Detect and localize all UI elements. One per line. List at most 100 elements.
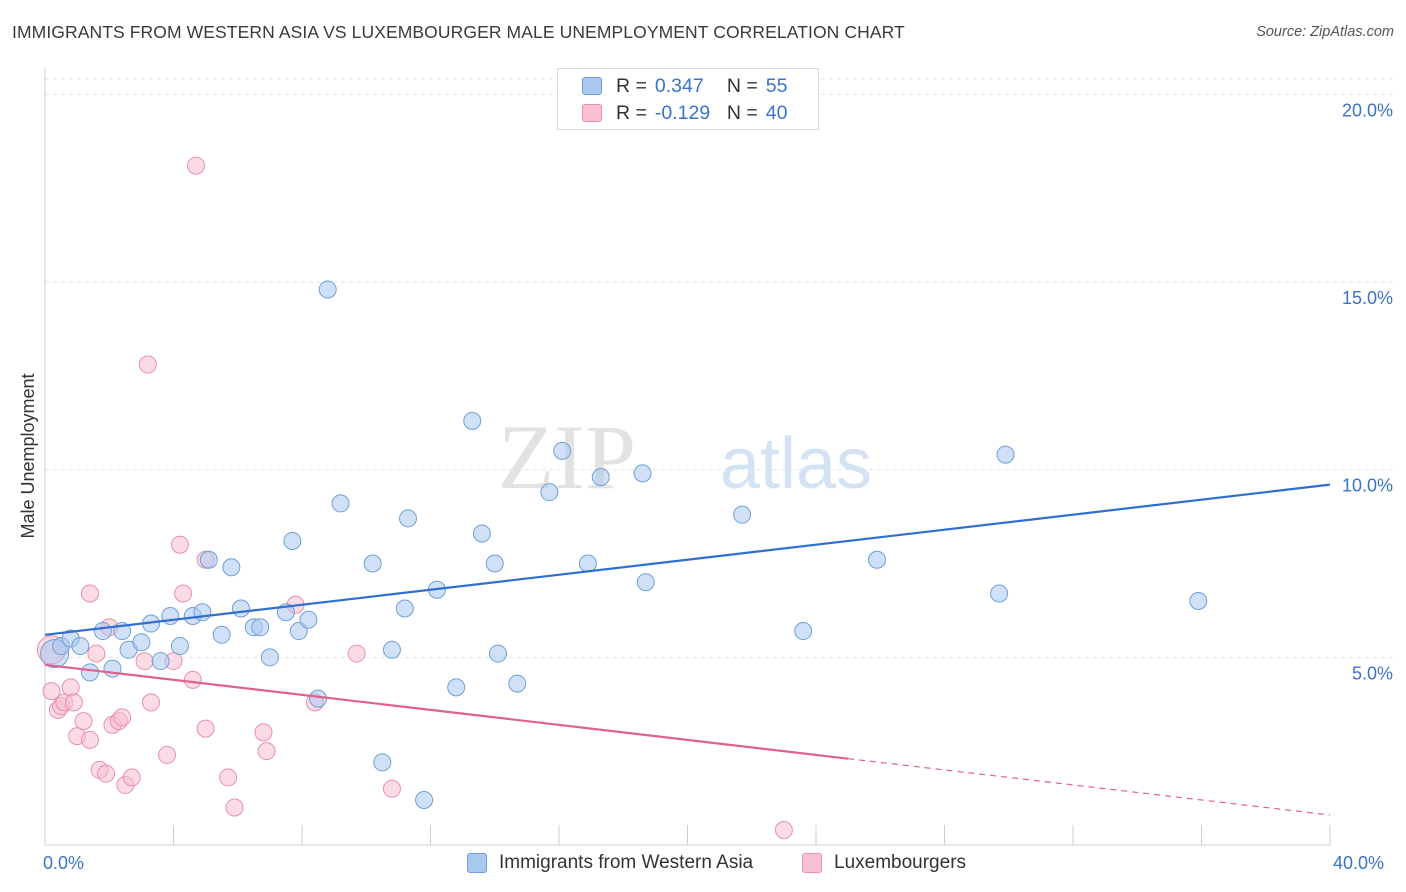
western-asia-point[interactable] bbox=[251, 618, 270, 637]
western-asia-point[interactable] bbox=[331, 494, 350, 513]
western-asia-point[interactable] bbox=[463, 411, 482, 430]
western-asia-point[interactable] bbox=[193, 603, 212, 622]
western-asia-point[interactable] bbox=[93, 622, 112, 641]
n-value-western-asia: 55 bbox=[765, 74, 788, 97]
western-asia-point[interactable] bbox=[794, 622, 813, 641]
luxembourger-point[interactable] bbox=[158, 745, 177, 764]
luxembourger-point[interactable] bbox=[347, 644, 366, 663]
y-tick-label: 20.0% bbox=[1342, 100, 1393, 120]
pink-swatch bbox=[582, 104, 602, 122]
western-asia-point[interactable] bbox=[132, 633, 151, 652]
luxembourger-point[interactable] bbox=[774, 820, 793, 839]
western-asia-point[interactable] bbox=[103, 659, 122, 678]
western-asia-point[interactable] bbox=[309, 689, 328, 708]
western-asia-point[interactable] bbox=[318, 280, 337, 299]
blue-swatch bbox=[467, 853, 487, 873]
r-label: R = bbox=[616, 74, 647, 97]
luxembourger-point[interactable] bbox=[183, 670, 202, 689]
luxembourger-point[interactable] bbox=[122, 768, 141, 787]
western-asia-point[interactable] bbox=[373, 753, 392, 772]
western-asia-point[interactable] bbox=[591, 468, 610, 487]
r-value-western-asia: 0.347 bbox=[654, 74, 704, 97]
trend-lines bbox=[44, 483, 1331, 816]
blue-swatch bbox=[582, 77, 602, 95]
legend-item-luxembourgers[interactable]: Luxembourgers bbox=[802, 852, 966, 874]
luxembourger-point[interactable] bbox=[174, 584, 193, 603]
western-asia-point[interactable] bbox=[151, 652, 170, 671]
western-asia-point[interactable] bbox=[636, 573, 655, 592]
western-asia-point[interactable] bbox=[488, 644, 507, 663]
western-asia-point[interactable] bbox=[996, 445, 1015, 464]
series-legend: Immigrants from Western Asia Luxembourge… bbox=[0, 852, 1406, 878]
luxembourger-point[interactable] bbox=[61, 678, 80, 697]
luxembourger-point[interactable] bbox=[196, 719, 215, 738]
western-asia-point[interactable] bbox=[170, 637, 189, 656]
legend-label-western-asia: Immigrants from Western Asia bbox=[499, 852, 754, 873]
n-value-luxembourgers: 40 bbox=[765, 101, 788, 124]
series-western-asia-points bbox=[40, 280, 1208, 809]
luxembourger-point[interactable] bbox=[254, 723, 273, 742]
western-asia-point[interactable] bbox=[540, 483, 559, 502]
western-asia-point[interactable] bbox=[363, 554, 382, 573]
luxembourger-point[interactable] bbox=[87, 644, 106, 663]
watermark-atlas: atlas bbox=[720, 424, 872, 504]
grid-lines bbox=[45, 78, 1395, 658]
luxembourger-point[interactable] bbox=[225, 798, 244, 817]
western-asia-point[interactable] bbox=[71, 637, 90, 656]
western-asia-point[interactable] bbox=[447, 678, 466, 697]
western-asia-point[interactable] bbox=[633, 464, 652, 483]
x-axis-max-label: 40.0% bbox=[1333, 853, 1385, 873]
western-asia-point[interactable] bbox=[399, 509, 418, 528]
luxembourger-point[interactable] bbox=[113, 708, 132, 727]
western-asia-point[interactable] bbox=[472, 524, 491, 543]
western-asia-point[interactable] bbox=[508, 674, 527, 693]
legend-row-luxembourgers: R = -0.129 N = 40 bbox=[582, 101, 787, 125]
luxembourger-point[interactable] bbox=[138, 355, 157, 374]
western-asia-point[interactable] bbox=[553, 441, 572, 460]
legend-item-western-asia[interactable]: Immigrants from Western Asia bbox=[467, 852, 753, 874]
western-asia-point[interactable] bbox=[299, 610, 318, 629]
western-asia-point[interactable] bbox=[161, 607, 180, 626]
x-axis-min-label: 0.0% bbox=[43, 853, 85, 873]
western-asia-point[interactable] bbox=[578, 554, 597, 573]
luxembourger-point[interactable] bbox=[97, 764, 116, 783]
legend-row-western-asia: R = 0.347 N = 55 bbox=[582, 74, 787, 98]
western-asia-point[interactable] bbox=[1189, 592, 1208, 611]
y-axis-label: Male Unemployment bbox=[18, 373, 38, 538]
luxembourger-point[interactable] bbox=[42, 682, 61, 701]
luxembourger-point[interactable] bbox=[257, 742, 276, 761]
axes bbox=[44, 68, 1331, 846]
western-asia-point[interactable] bbox=[485, 554, 504, 573]
western-asia-point[interactable] bbox=[415, 790, 434, 809]
western-asia-point[interactable] bbox=[222, 558, 241, 577]
western-asia-point[interactable] bbox=[199, 550, 218, 569]
luxembourger-point[interactable] bbox=[135, 652, 154, 671]
y-tick-labels: 5.0% 10.0% 15.0% 20.0% bbox=[1342, 100, 1393, 683]
western-asia-point[interactable] bbox=[212, 625, 231, 644]
western-asia-point[interactable] bbox=[80, 663, 99, 682]
western-asia-point[interactable] bbox=[260, 648, 279, 667]
western-asia-trend-line bbox=[44, 483, 1331, 636]
western-asia-point[interactable] bbox=[382, 640, 401, 659]
n-label: N = bbox=[726, 101, 758, 124]
luxembourger-point[interactable] bbox=[170, 535, 189, 554]
western-asia-point[interactable] bbox=[395, 599, 414, 618]
luxembourger-point[interactable] bbox=[80, 730, 99, 749]
y-tick-label: 10.0% bbox=[1342, 476, 1393, 496]
western-asia-point[interactable] bbox=[231, 599, 250, 618]
western-asia-point[interactable] bbox=[868, 550, 887, 569]
western-asia-point[interactable] bbox=[283, 531, 302, 550]
luxembourger-point[interactable] bbox=[219, 768, 238, 787]
western-asia-point[interactable] bbox=[733, 505, 752, 524]
luxembourger-point[interactable] bbox=[64, 693, 83, 712]
luxembourger-point[interactable] bbox=[74, 712, 93, 731]
y-tick-label: 15.0% bbox=[1342, 288, 1393, 308]
luxembourger-point[interactable] bbox=[80, 584, 99, 603]
western-asia-point[interactable] bbox=[990, 584, 1009, 603]
luxembourger-point[interactable] bbox=[142, 693, 161, 712]
luxembourger-point[interactable] bbox=[186, 156, 205, 175]
series-luxembourgers-points bbox=[36, 156, 793, 839]
luxembourger-point[interactable] bbox=[382, 779, 401, 798]
legend-label-luxembourgers: Luxembourgers bbox=[834, 852, 967, 873]
